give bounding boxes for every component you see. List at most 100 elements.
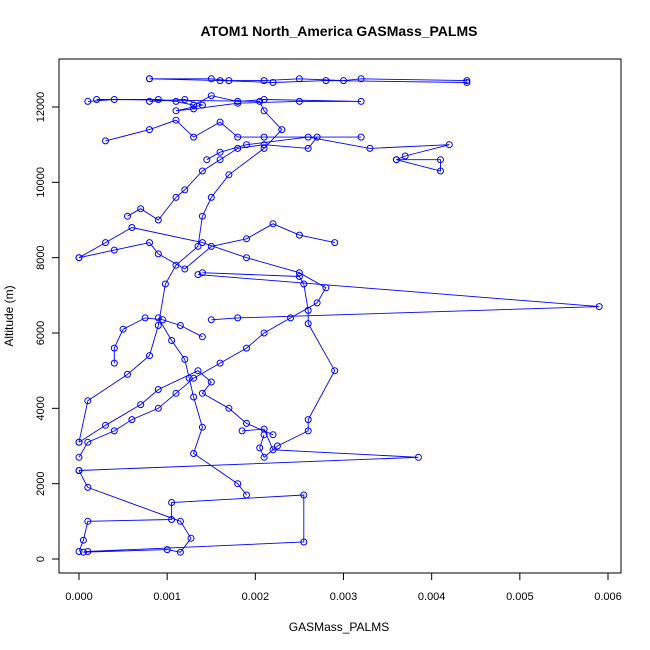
data-point: [198, 212, 206, 220]
data-point: [300, 280, 308, 288]
data-point: [243, 235, 250, 243]
data-point: [198, 269, 206, 277]
data-point: [154, 250, 162, 258]
data-point: [304, 306, 312, 314]
data-point: [366, 144, 374, 152]
data-point: [287, 314, 295, 322]
y-tick-label: 4000: [35, 396, 47, 420]
data-point: [198, 239, 206, 247]
data-point: [84, 548, 92, 555]
data-point: [146, 352, 153, 360]
data-point: [154, 386, 162, 393]
data-point: [75, 438, 83, 446]
data-point: [207, 316, 215, 324]
data-point: [445, 141, 453, 149]
data-point: [154, 96, 162, 103]
data-point: [154, 216, 162, 224]
series-line: [105, 119, 362, 142]
series-line: [157, 317, 247, 496]
y-tick-label: 10000: [35, 167, 47, 198]
data-point: [243, 141, 250, 149]
data-point: [172, 116, 180, 124]
y-axis: 0 2000 4000 6000 8000 10000 12000: [35, 92, 60, 562]
data-point: [176, 548, 184, 556]
chart-title: ATOM1 North_America GASMass_PALMS: [201, 23, 478, 39]
data-point: [137, 401, 145, 409]
data-point: [75, 467, 83, 474]
data-point: [198, 333, 206, 341]
data-point: [187, 534, 195, 542]
x-tick-label: 0.001: [153, 591, 181, 603]
data-point: [168, 337, 176, 344]
data-point: [260, 141, 268, 149]
data-point: [401, 152, 409, 160]
data-point: [243, 491, 250, 499]
series-line: [78, 227, 327, 458]
data-point: [207, 242, 215, 250]
data-point: [357, 97, 365, 105]
data-point: [128, 416, 136, 424]
series-line: [78, 370, 274, 443]
data-point: [137, 205, 145, 213]
data-point: [163, 546, 171, 554]
data-point: [172, 193, 180, 201]
data-point: [260, 144, 268, 152]
data-point: [273, 442, 281, 450]
data-point: [295, 75, 303, 83]
x-tick-label: 0.004: [418, 591, 446, 603]
data-point: [181, 96, 189, 103]
data-point: [256, 97, 264, 105]
data-point: [295, 273, 303, 280]
data-point: [234, 133, 242, 141]
data-point: [172, 389, 180, 397]
data-point: [203, 156, 211, 164]
data-point: [207, 75, 215, 83]
data-point: [190, 450, 198, 457]
y-tick-label: 6000: [35, 321, 47, 345]
data-point: [198, 389, 206, 397]
data-point: [110, 344, 118, 352]
data-point: [84, 397, 92, 405]
data-point: [269, 431, 277, 439]
data-point: [313, 299, 321, 307]
data-point: [392, 156, 400, 164]
series-line: [78, 428, 419, 471]
data-point: [110, 246, 118, 254]
data-point: [322, 77, 330, 85]
data-point: [154, 404, 162, 412]
data-point: [102, 239, 109, 247]
data-point: [154, 314, 162, 322]
data-point: [176, 517, 184, 525]
y-tick-label: 2000: [35, 471, 47, 495]
data-point: [234, 99, 242, 107]
y-tick-label: 8000: [35, 245, 47, 269]
data-point: [93, 96, 101, 103]
data-point: [185, 374, 193, 382]
data-point: [161, 280, 169, 288]
data-point: [181, 355, 189, 363]
data-point: [256, 444, 264, 452]
data-point: [216, 118, 224, 126]
data-point: [357, 133, 365, 141]
data-point: [269, 220, 277, 228]
data-point: [331, 367, 339, 375]
data-point: [595, 303, 603, 311]
data-point: [146, 97, 153, 105]
data-point: [260, 329, 268, 337]
data-point: [119, 325, 127, 333]
data-point: [102, 137, 109, 145]
data-point: [225, 171, 233, 179]
data-point: [260, 107, 268, 115]
data-point: [190, 393, 198, 401]
data-point: [190, 374, 198, 382]
data-point: [234, 314, 242, 322]
data-point: [357, 75, 365, 83]
data-point: [234, 480, 242, 488]
data-point: [198, 101, 206, 109]
y-axis-label: Altitude (m): [2, 285, 16, 346]
data-point: [172, 97, 180, 105]
data-point: [243, 344, 250, 352]
data-point: [128, 224, 136, 231]
data-point: [194, 271, 202, 279]
